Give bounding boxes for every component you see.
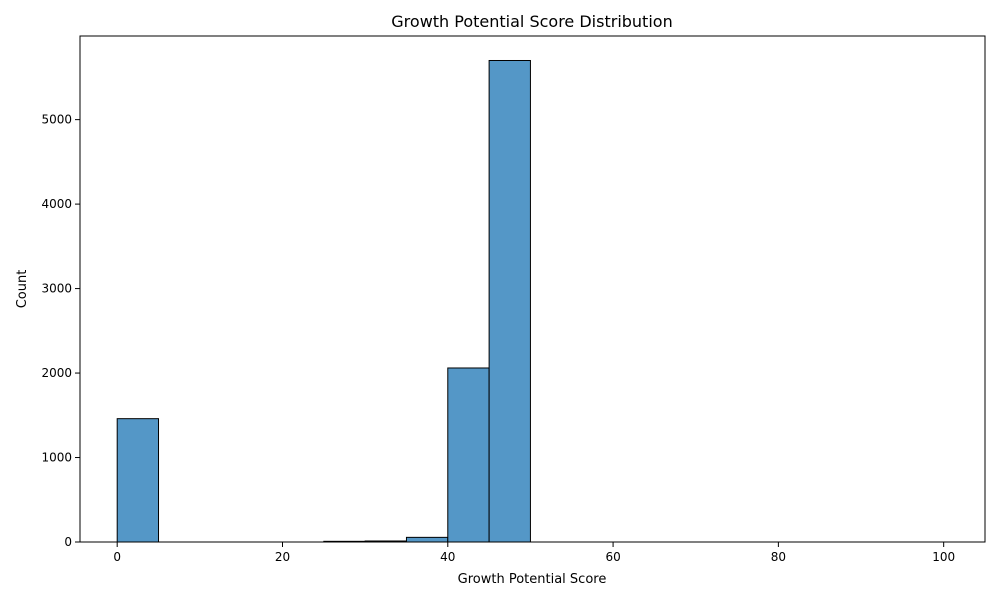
y-tick-label-5000: 5000: [41, 113, 72, 127]
y-tick-label-4000: 4000: [41, 197, 72, 211]
y-tick-label-1000: 1000: [41, 451, 72, 465]
x-tick-label-20: 20: [275, 550, 290, 564]
y-tick-label-2000: 2000: [41, 366, 72, 380]
histogram-bar-35-40: [405, 536, 449, 543]
y-axis-label: Count: [15, 270, 30, 309]
histogram-bar-45-50: [488, 59, 531, 543]
y-tick-label-0: 0: [64, 535, 72, 549]
x-tick-label-100: 100: [932, 550, 955, 564]
chart-title: Growth Potential Score Distribution: [391, 12, 672, 31]
plot-frame: [79, 35, 986, 543]
x-axis-label: Growth Potential Score: [458, 572, 607, 587]
histogram-bar-40-45: [447, 367, 490, 543]
bars-layer: [116, 59, 531, 543]
x-tick-label-0: 0: [113, 550, 121, 564]
x-tick-label-60: 60: [605, 550, 620, 564]
histogram-bar-0-5: [116, 418, 160, 543]
x-tick-label-40: 40: [440, 550, 455, 564]
x-tick-label-80: 80: [771, 550, 786, 564]
y-tick-label-3000: 3000: [41, 282, 72, 296]
